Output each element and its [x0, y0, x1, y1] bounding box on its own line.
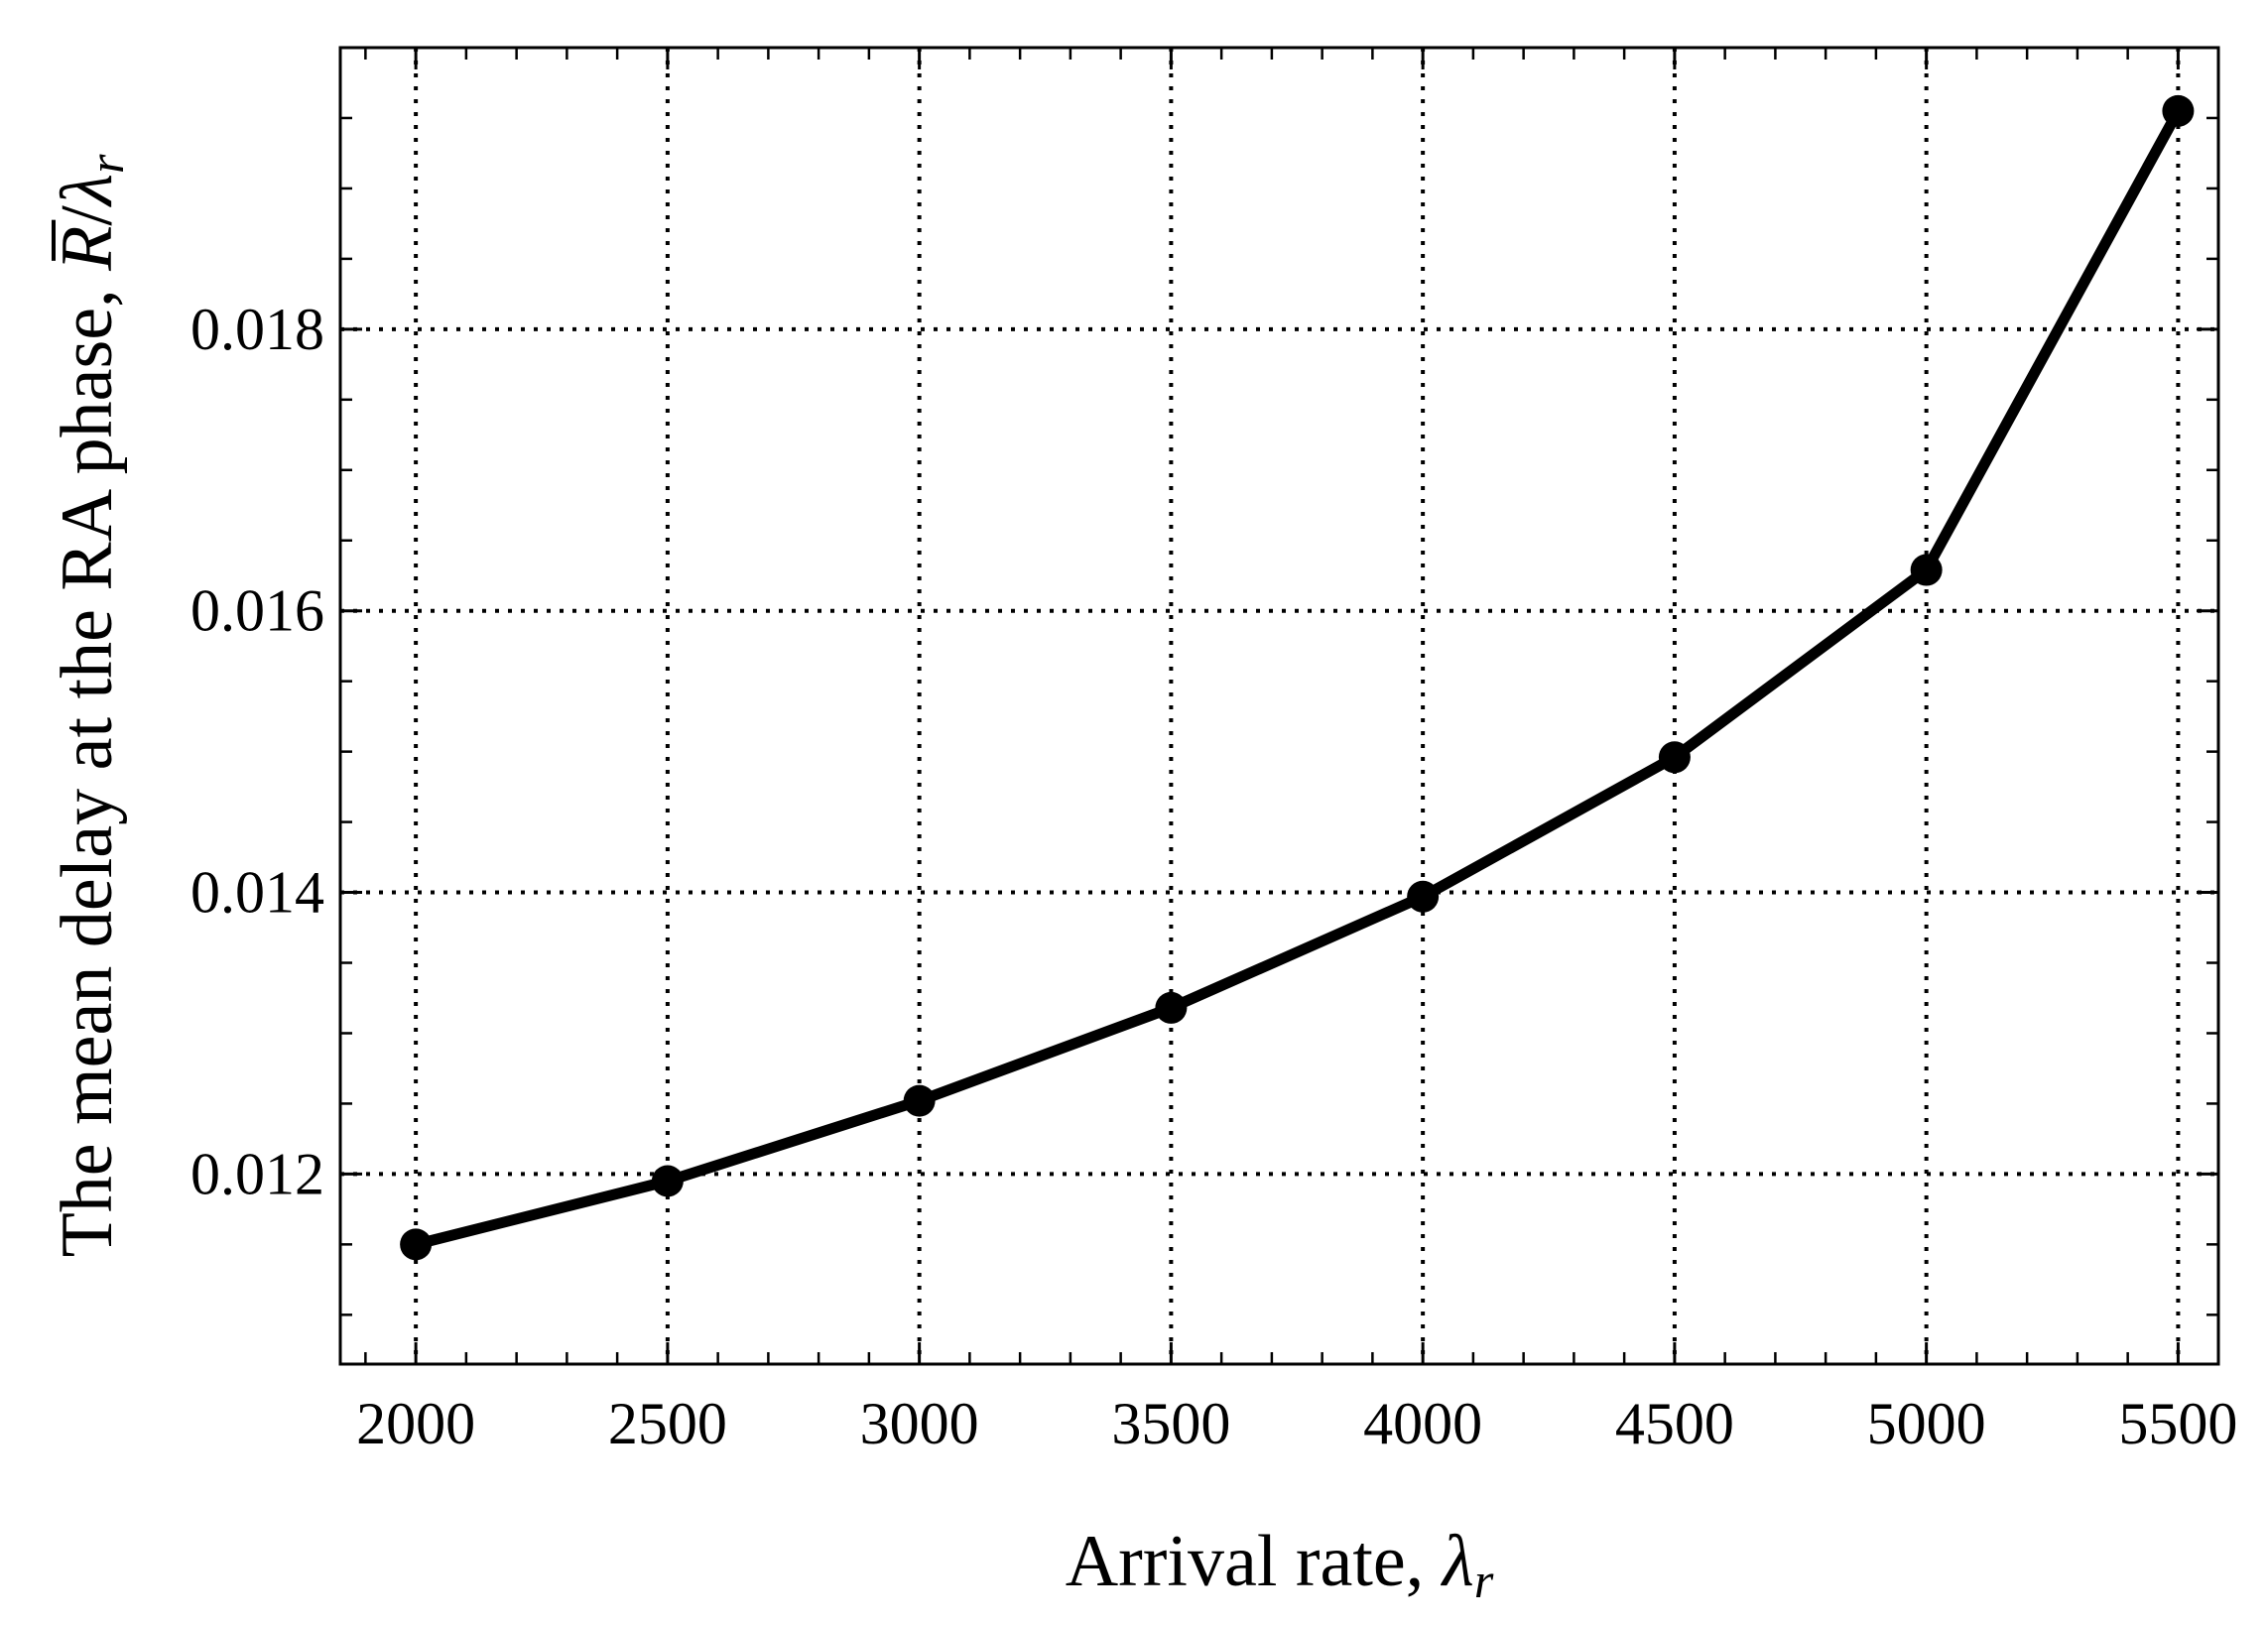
data-point [1155, 991, 1188, 1024]
x-tick-label: 2000 [356, 1391, 475, 1456]
x-tick-label: 5000 [1867, 1391, 1986, 1456]
data-point [1658, 741, 1691, 774]
x-tick-label: 4500 [1615, 1391, 1734, 1456]
x-tick-label: 3000 [860, 1391, 979, 1456]
x-tick-labels: 2000 2500 3000 3500 4000 4500 5000 5500 [356, 1391, 2237, 1456]
data-point [2162, 94, 2195, 127]
svg-text:The mean delay at the RA phase: The mean delay at the RA phase, R/λr [47, 154, 134, 1257]
grid-lines [340, 48, 2218, 1364]
y-tick-label: 0.018 [190, 297, 324, 362]
data-point [1407, 880, 1440, 913]
plot-frame [338, 46, 2220, 1366]
y-tick-label: 0.016 [190, 578, 324, 644]
x-tick-label: 4000 [1363, 1391, 1482, 1456]
x-axis-label: Arrival rate, λr [1066, 1521, 1494, 1608]
data-point [651, 1165, 684, 1197]
y-tick-labels: 0.012 0.014 0.016 0.018 [190, 297, 324, 1207]
data-series [400, 94, 2195, 1261]
axis-ticks [340, 46, 2218, 1364]
x-tick-label: 2500 [608, 1391, 727, 1456]
y-tick-label: 0.012 [190, 1141, 324, 1206]
x-tick-label: 5500 [2118, 1391, 2237, 1456]
y-axis-label: The mean delay at the RA phase, R/λr [47, 154, 134, 1257]
data-point [400, 1228, 433, 1261]
series-line [410, 105, 2184, 1250]
y-tick-label: 0.014 [190, 860, 324, 926]
data-point [1910, 554, 1943, 586]
x-tick-label: 3500 [1111, 1391, 1230, 1456]
data-point [903, 1084, 936, 1117]
